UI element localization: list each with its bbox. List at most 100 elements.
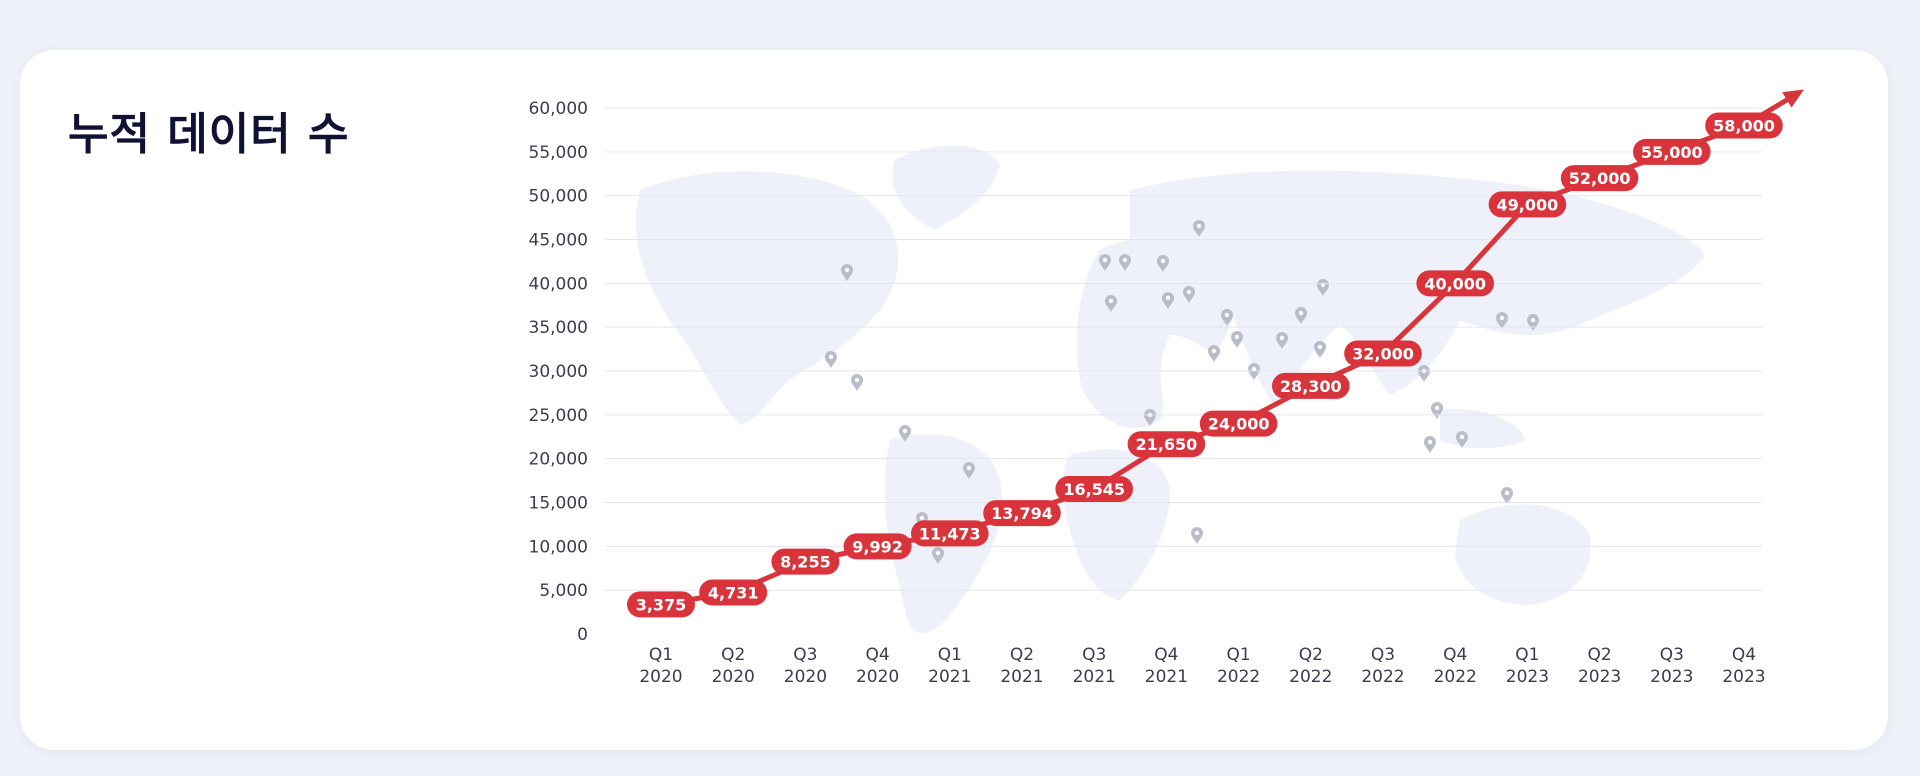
y-tick-label: 20,000 [529, 450, 588, 470]
location-pin-icon [1501, 487, 1513, 504]
data-point: 55,000 [1633, 138, 1711, 165]
data-label-pill [1272, 372, 1350, 399]
x-tick-quarter: Q4 [1732, 645, 1756, 665]
y-tick-label: 25,000 [529, 406, 588, 426]
x-tick-year: 2021 [1000, 667, 1043, 687]
x-tick-quarter: Q1 [649, 645, 673, 665]
x-tick-quarter: Q2 [721, 645, 745, 665]
x-tick-year: 2022 [1434, 667, 1477, 687]
data-point: 3,375 [627, 591, 695, 618]
data-label: 4,731 [708, 584, 759, 603]
y-tick-label: 30,000 [529, 362, 588, 382]
location-pin-icon [899, 425, 911, 442]
x-tick-quarter: Q1 [1515, 645, 1539, 665]
data-label-pill [843, 533, 912, 560]
y-tick-label: 15,000 [529, 494, 588, 514]
x-tick-year: 2021 [1073, 667, 1116, 687]
x-tick-quarter: Q4 [865, 645, 889, 665]
data-label: 9,992 [852, 537, 903, 556]
location-pin-icon [1276, 332, 1288, 349]
x-tick-year: 2023 [1722, 667, 1765, 687]
data-point: 58,000 [1705, 112, 1783, 139]
x-tick-quarter: Q2 [1299, 645, 1323, 665]
y-tick-label: 55,000 [529, 143, 588, 163]
location-pin-icon [1295, 307, 1307, 324]
x-tick-year: 2021 [928, 667, 971, 687]
map-landmass [1455, 504, 1591, 605]
x-tick-year: 2022 [1217, 667, 1260, 687]
location-pin-icon [1221, 309, 1233, 326]
location-pin-icon [1431, 402, 1443, 419]
y-tick-label: 5,000 [539, 581, 588, 601]
location-pin-icon [841, 264, 853, 281]
y-tick-label: 10,000 [529, 537, 588, 557]
data-point: 8,255 [771, 548, 840, 575]
data-point: 13,794 [983, 500, 1061, 527]
data-point: 52,000 [1560, 165, 1639, 192]
data-point: 40,000 [1416, 270, 1494, 297]
data-label-pill [627, 591, 695, 618]
data-point: 24,000 [1199, 410, 1278, 437]
data-label-pill [1488, 191, 1567, 218]
data-point: 49,000 [1488, 191, 1567, 218]
gridlines [605, 107, 1762, 591]
series-line [658, 123, 1747, 607]
map-landmass [635, 171, 899, 425]
y-tick-label: 35,000 [529, 318, 588, 338]
data-label-pill [1344, 340, 1422, 367]
location-pin-icon [1418, 365, 1430, 382]
data-label: 8,255 [780, 553, 831, 572]
y-tick-label: 0 [577, 625, 588, 645]
x-tick-quarter: Q3 [793, 645, 817, 665]
data-label-pill [1127, 431, 1206, 458]
data-label: 40,000 [1424, 274, 1486, 293]
x-tick-year: 2020 [712, 667, 755, 687]
map-landmass [1062, 449, 1170, 600]
y-tick-label: 50,000 [529, 187, 588, 207]
data-label: 49,000 [1497, 195, 1559, 214]
location-pin-icon [1231, 331, 1243, 348]
data-point: 16,545 [1055, 475, 1133, 502]
location-pin-icon [1105, 295, 1117, 312]
data-point: 21,650 [1127, 431, 1206, 458]
data-label: 21,650 [1136, 435, 1198, 454]
map-landmass [1076, 236, 1239, 429]
data-label: 16,545 [1063, 480, 1125, 499]
map-landmass [892, 145, 1000, 230]
data-label: 3,375 [636, 595, 687, 614]
data-label-pill [699, 579, 768, 606]
map-landmass [1490, 269, 1516, 305]
x-tick-quarter: Q3 [1660, 645, 1684, 665]
location-pin-icon [1527, 314, 1539, 331]
x-tick-year: 2020 [639, 667, 682, 687]
data-labels: 3,375 4,731 8,255 9,992 11,473 13,794 16,545 21… [627, 112, 1783, 618]
location-pin-icon [1496, 312, 1508, 329]
y-tick-label: 40,000 [529, 274, 588, 294]
x-tick-quarter: Q3 [1082, 645, 1106, 665]
x-tick-quarter: Q1 [1226, 645, 1250, 665]
location-pin-icon [825, 351, 837, 368]
data-label-pill [1199, 410, 1278, 437]
location-pin-icon [1162, 292, 1174, 309]
data-label: 32,000 [1352, 344, 1414, 363]
data-label: 58,000 [1713, 117, 1775, 136]
location-pin-icon [851, 374, 863, 391]
x-tick-year: 2023 [1506, 667, 1549, 687]
data-label: 24,000 [1208, 415, 1270, 434]
x-axis: Q12020Q22020Q32020Q42020Q12021Q22021Q320… [639, 645, 1765, 687]
data-label-pill [771, 548, 840, 575]
x-tick-year: 2020 [784, 667, 827, 687]
location-pin-icon [1314, 341, 1326, 358]
data-point: 4,731 [699, 579, 768, 606]
data-point: 11,473 [911, 520, 989, 547]
trend-arrow-icon [1782, 89, 1804, 108]
location-pin-icon [916, 512, 928, 529]
x-tick-quarter: Q2 [1010, 645, 1034, 665]
data-label-pill [911, 520, 989, 547]
location-pin-icon [1424, 436, 1436, 453]
location-pin-icon [1119, 254, 1131, 271]
y-tick-label: 60,000 [529, 99, 588, 119]
location-pin-icon [1183, 286, 1195, 303]
data-label-pill [983, 500, 1061, 527]
